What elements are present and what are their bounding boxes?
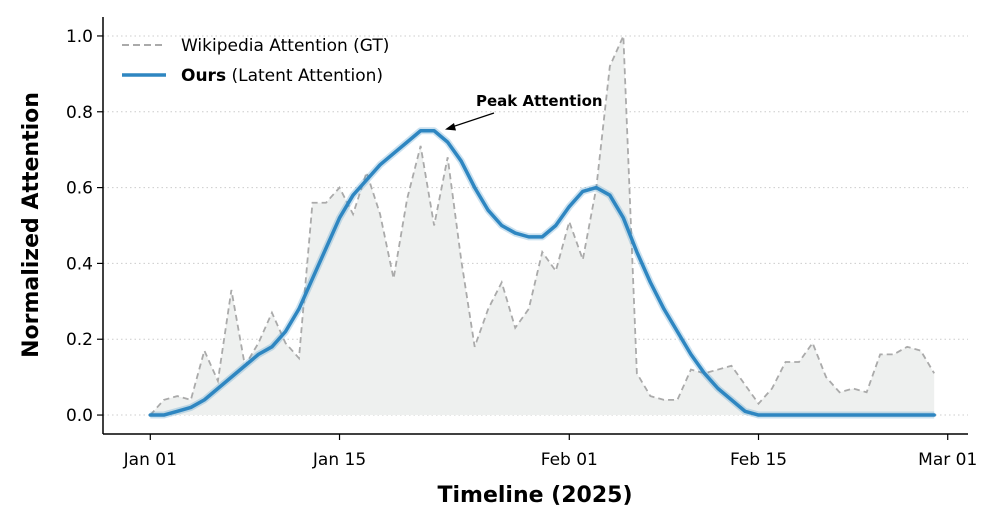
peak-annotation-arrow — [448, 112, 495, 129]
gt-fill-area — [150, 35, 935, 416]
legend-label-ours-rest: (Latent Attention) — [231, 66, 383, 86]
x-tick-label: Mar 01 — [918, 450, 977, 470]
legend-label-ours-bold: Ours — [181, 66, 226, 86]
series-line-ours — [148, 128, 936, 417]
legend: Wikipedia Attention (GT) Ours (Latent At… — [122, 36, 389, 86]
legend-label-gt: Wikipedia Attention (GT) — [181, 36, 389, 56]
tick-marks: 0.0 0.2 0.4 0.6 0.8 1.0 Jan 01 Jan 15 Feb 01 Feb … — [66, 27, 977, 470]
legend-label-ours: Ours (Latent Attention) — [181, 66, 383, 86]
x-tick-label: Feb 01 — [541, 450, 598, 470]
y-tick-label: 0.2 — [66, 330, 93, 350]
y-axis-title: Normalized Attention — [19, 92, 44, 358]
x-tick-label: Jan 01 — [123, 450, 177, 470]
y-tick-label: 0.4 — [66, 254, 93, 274]
x-tick-label: Feb 15 — [730, 450, 787, 470]
axes — [102, 17, 968, 435]
gt-area-fill — [150, 35, 935, 416]
series-line-gt — [149, 35, 935, 416]
y-tick-label: 0.0 — [66, 406, 93, 426]
series-lines — [148, 35, 936, 419]
x-tick-label: Jan 15 — [312, 450, 366, 470]
y-tick-label: 1.0 — [66, 27, 93, 47]
y-tick-label: 0.8 — [66, 103, 93, 123]
y-tick-label: 0.6 — [66, 179, 93, 199]
x-axis-title: Timeline (2025) — [437, 483, 632, 508]
peak-annotation-arrowhead — [445, 123, 456, 131]
annotations: Peak Attention — [445, 92, 603, 131]
peak-annotation-label: Peak Attention — [476, 92, 603, 110]
